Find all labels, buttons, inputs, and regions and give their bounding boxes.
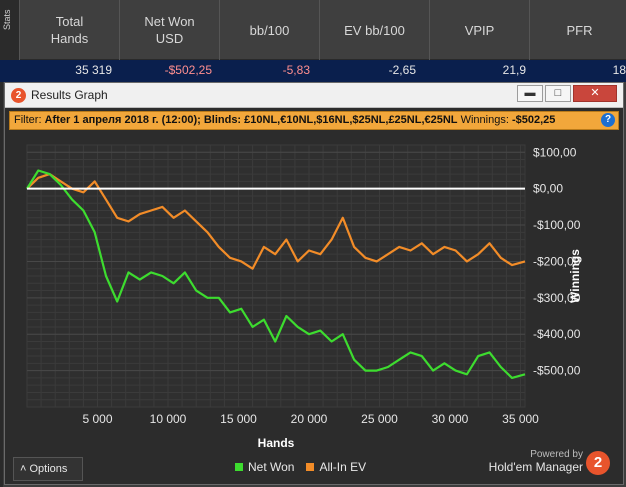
legend-label-net-won: Net Won — [248, 460, 295, 474]
y-tick-label: -$200,00 — [533, 254, 581, 268]
brand-name: Hold'em Manager — [488, 460, 583, 474]
stats-header: Stats Total Hands Net Won USD bb/100 EV … — [0, 0, 626, 60]
minimize-button[interactable]: ▬ — [517, 85, 543, 102]
y-tick-label: -$300,00 — [533, 291, 581, 305]
options-button[interactable]: ˄ Options — [13, 457, 83, 481]
y-tick-label: -$100,00 — [533, 218, 581, 232]
hm-logo-icon: 2 — [11, 88, 26, 103]
stats-tab-label: Stats — [2, 9, 12, 30]
series-line-all-in-ev — [26, 172, 526, 270]
help-icon[interactable]: ? — [601, 113, 615, 127]
window-titlebar[interactable]: 2 Results Graph ▬ □ ✕ — [5, 83, 623, 108]
x-tick-label: 30 000 — [432, 412, 469, 426]
legend-swatch-net-won — [235, 463, 243, 471]
x-tick-label: 15 000 — [220, 412, 257, 426]
column-net-won[interactable]: Net Won USD — [120, 0, 220, 60]
value-pfr: 18 — [612, 63, 626, 77]
close-icon: ✕ — [590, 87, 600, 99]
powered-by-label: Powered by — [530, 449, 583, 460]
x-tick-label: 5 000 — [82, 412, 112, 426]
chart-svg: $100,00 $0,00 -$100,00 -$200,00 -$300,00 -$40… — [26, 144, 582, 450]
minimize-icon: ▬ — [524, 87, 536, 99]
chevron-up-icon: ˄ — [20, 463, 27, 475]
filter-label: Filter: — [14, 114, 42, 126]
stats-tab[interactable]: Stats — [0, 0, 20, 60]
value-total-hands: 35 319 — [75, 63, 112, 77]
results-graph-window: 2 Results Graph ▬ □ ✕ Filter: After 1 ап… — [4, 82, 624, 485]
column-bb100[interactable]: bb/100 — [220, 0, 320, 60]
x-axis-title: Hands — [258, 436, 295, 450]
x-tick-label: 35 000 — [502, 412, 539, 426]
window-title: Results Graph — [31, 88, 108, 102]
y-tick-label: $100,00 — [533, 145, 577, 159]
filter-winnings-label: Winnings: — [460, 114, 509, 126]
hm2-logo-icon: 2 — [586, 451, 610, 475]
close-button[interactable]: ✕ — [573, 85, 617, 102]
x-tick-label: 20 000 — [291, 412, 328, 426]
legend-item-net-won[interactable]: Net Won — [235, 460, 294, 474]
stats-row[interactable] — [0, 60, 626, 82]
y-axis-title: Winnings — [568, 249, 582, 303]
series-line-net-won — [26, 169, 526, 379]
options-label: Options — [29, 463, 68, 475]
legend-item-all-in-ev[interactable]: All-In EV — [306, 460, 366, 474]
maximize-icon: □ — [554, 87, 562, 99]
column-total-hands[interactable]: Total Hands — [20, 0, 120, 60]
value-ev-bb100: -2,65 — [388, 63, 416, 77]
x-tick-label: 25 000 — [361, 412, 398, 426]
legend-swatch-all-in-ev — [306, 463, 315, 471]
value-vpip: 21,9 — [502, 63, 526, 77]
column-pfr[interactable]: PFR — [530, 0, 626, 60]
legend-label-all-in-ev: All-In EV — [319, 460, 367, 474]
y-tick-label: -$400,00 — [533, 327, 581, 341]
filter-text: After 1 апреля 2018 г. (12:00); Blinds: … — [44, 114, 458, 126]
y-tick-label: -$500,00 — [533, 364, 581, 378]
y-tick-label: $0,00 — [533, 182, 563, 196]
value-net-won: -$502,25 — [164, 63, 212, 77]
x-tick-label: 10 000 — [150, 412, 187, 426]
column-vpip[interactable]: VPIP — [430, 0, 530, 60]
maximize-button[interactable]: □ — [545, 85, 571, 102]
column-ev-bb100[interactable]: EV bb/100 — [320, 0, 430, 60]
powered-by: Powered by Hold'em Manager — [483, 449, 583, 473]
results-chart: $100,00 $0,00 -$100,00 -$200,00 -$300,00 -$40… — [5, 135, 623, 483]
value-bb100: -5,83 — [282, 63, 310, 77]
left-strip — [0, 82, 3, 487]
chart-legend: Net Won All-In EV — [235, 460, 366, 474]
filter-bar[interactable]: Filter: After 1 апреля 2018 г. (12:00); … — [9, 111, 619, 130]
filter-winnings-value: -$502,25 — [511, 114, 556, 126]
